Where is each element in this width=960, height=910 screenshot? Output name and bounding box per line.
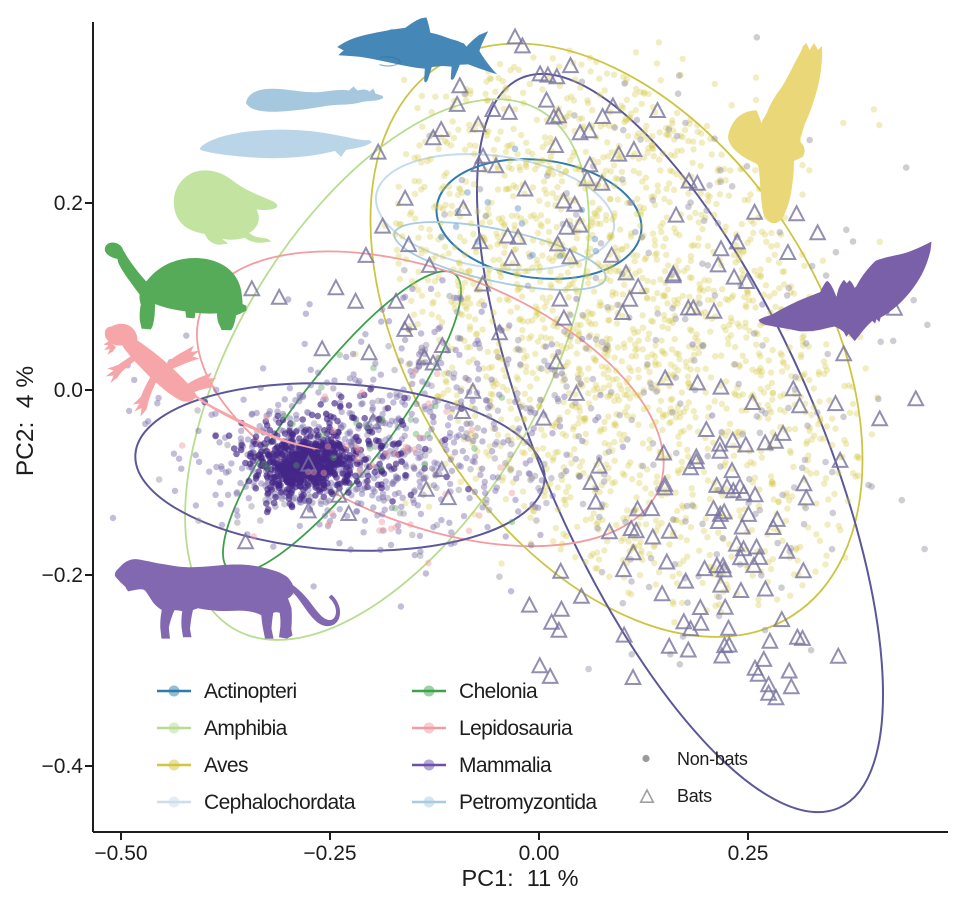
- svg-text:Lepidosauria: Lepidosauria: [459, 717, 573, 740]
- svg-text:−0.2: −0.2: [42, 564, 83, 587]
- svg-text:0.2: 0.2: [54, 192, 83, 215]
- svg-text:0.25: 0.25: [728, 842, 769, 865]
- svg-text:PC1: 11 %: PC1: 11 %: [461, 865, 578, 891]
- svg-text:Cephalochordata: Cephalochordata: [204, 791, 356, 814]
- svg-text:−0.4: −0.4: [42, 755, 84, 778]
- svg-text:−0.25: −0.25: [303, 842, 356, 865]
- svg-text:Mammalia: Mammalia: [459, 754, 552, 777]
- svg-text:Non-bats: Non-bats: [677, 749, 748, 769]
- svg-text:−0.50: −0.50: [94, 842, 147, 865]
- svg-text:Amphibia: Amphibia: [204, 717, 288, 740]
- svg-text:PC2: 4 %: PC2: 4 %: [12, 366, 39, 476]
- svg-text:0.0: 0.0: [54, 379, 83, 402]
- svg-text:Actinopteri: Actinopteri: [204, 680, 297, 703]
- svg-text:Chelonia: Chelonia: [459, 680, 538, 703]
- svg-text:Petromyzontida: Petromyzontida: [459, 791, 597, 814]
- svg-text:Aves: Aves: [204, 754, 248, 777]
- svg-text:Bats: Bats: [677, 786, 712, 806]
- svg-text:0.00: 0.00: [519, 842, 560, 865]
